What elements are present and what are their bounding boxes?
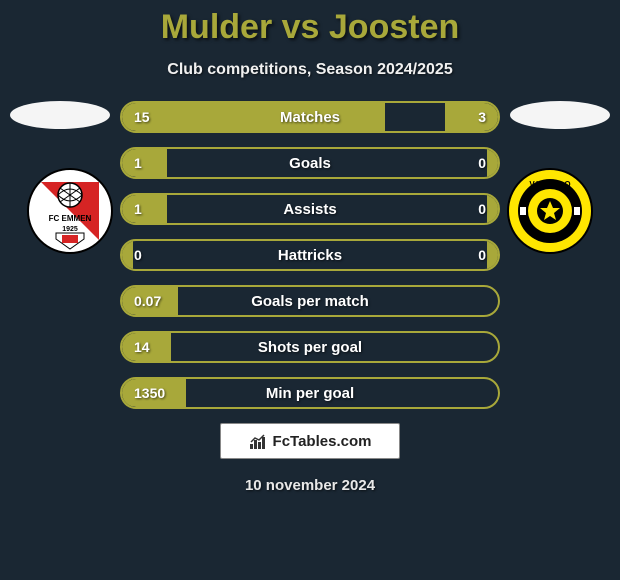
stat-bar-right	[487, 241, 498, 269]
stat-bar-left	[122, 103, 385, 131]
fctables-badge[interactable]: FcTables.com	[220, 423, 400, 459]
left-team-badge: FC EMMEN 1925	[26, 167, 114, 255]
stat-bar-left	[122, 149, 167, 177]
stat-value-left: 1	[134, 149, 142, 177]
svg-text:FC EMMEN: FC EMMEN	[49, 214, 92, 223]
fctables-logo-icon	[249, 432, 267, 450]
fc-emmen-badge-icon: FC EMMEN 1925	[26, 167, 114, 255]
stat-row: 0 0Hattricks	[120, 239, 500, 271]
stat-row: 1 0Goals	[120, 147, 500, 179]
stat-label: Goals per match	[122, 287, 498, 315]
stat-bar-right	[445, 103, 498, 131]
stat-label: Assists	[122, 195, 498, 223]
stat-row: 0.07Goals per match	[120, 285, 500, 317]
stat-value-left: 14	[134, 333, 150, 361]
right-player-ellipse	[510, 101, 610, 129]
vvv-venlo-badge-icon: V.V.VENLO	[506, 167, 594, 255]
stat-value-left: 0	[134, 241, 142, 269]
stat-value-right: 0	[478, 149, 486, 177]
stat-bar-left	[122, 195, 167, 223]
stat-value-left: 1350	[134, 379, 165, 407]
stat-bar-right	[487, 149, 498, 177]
page-subtitle: Club competitions, Season 2024/2025	[0, 61, 620, 79]
stat-value-right: 3	[478, 103, 486, 131]
stat-value-left: 1	[134, 195, 142, 223]
stat-label: Hattricks	[122, 241, 498, 269]
svg-text:1925: 1925	[62, 226, 78, 233]
stat-label: Shots per goal	[122, 333, 498, 361]
stat-row: 14Shots per goal	[120, 331, 500, 363]
stat-value-right: 0	[478, 195, 486, 223]
stat-bar-right	[487, 195, 498, 223]
stat-row: 1 0Assists	[120, 193, 500, 225]
svg-text:V.V.VENLO: V.V.VENLO	[529, 180, 570, 189]
stat-bar-left	[122, 241, 133, 269]
page-title: Mulder vs Joosten	[0, 0, 620, 47]
stat-label: Goals	[122, 149, 498, 177]
stat-row: 153Matches	[120, 101, 500, 133]
comparison-content: FC EMMEN 1925 V.V.VENLO 153Matches10Goal…	[0, 101, 620, 409]
left-player-ellipse	[10, 101, 110, 129]
stat-value-right: 0	[478, 241, 486, 269]
right-team-badge: V.V.VENLO	[506, 167, 594, 255]
stat-value-left: 15	[134, 103, 150, 131]
date-label: 10 november 2024	[0, 477, 620, 494]
stat-row: 1350Min per goal	[120, 377, 500, 409]
stat-value-left: 0.07	[134, 287, 161, 315]
fctables-label: FcTables.com	[273, 433, 372, 450]
stats-bars: 153Matches10Goals10Assists00Hattricks0.0…	[120, 101, 500, 409]
